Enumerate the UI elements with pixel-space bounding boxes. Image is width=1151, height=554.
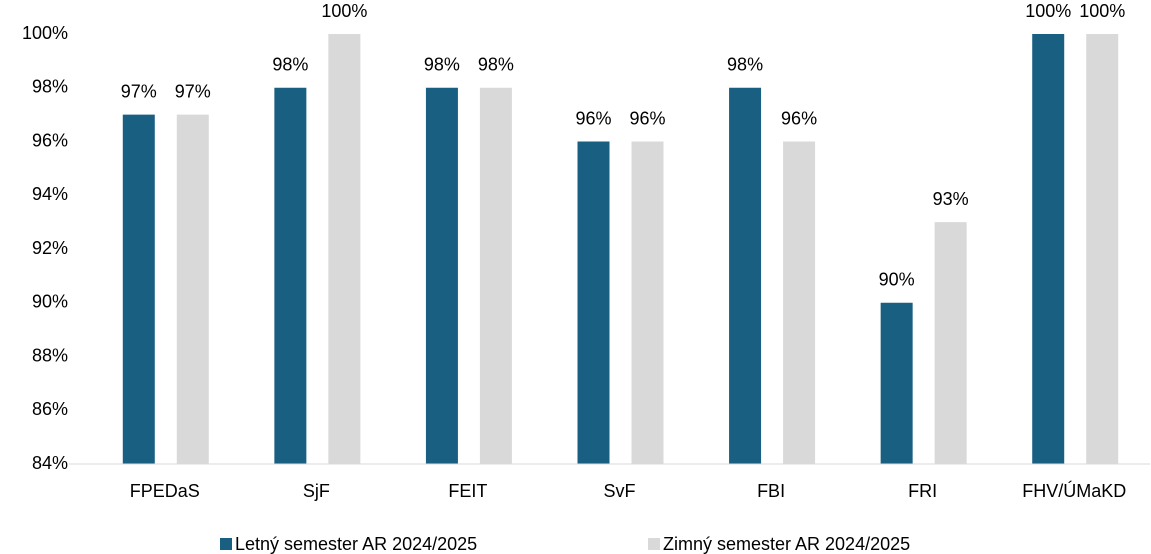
data-label: 96% xyxy=(629,108,665,128)
x-tick-label: FEIT xyxy=(448,481,487,501)
x-tick-label: SjF xyxy=(303,481,330,501)
bar xyxy=(328,34,361,464)
bar xyxy=(1086,34,1119,464)
y-tick-label: 94% xyxy=(32,184,68,204)
y-tick-label: 92% xyxy=(32,238,68,258)
y-tick-label: 86% xyxy=(32,399,68,419)
legend-label: Letný semester AR 2024/2025 xyxy=(235,534,477,554)
bar xyxy=(122,114,155,464)
data-label: 100% xyxy=(1025,1,1071,21)
x-tick-label: FRI xyxy=(908,481,937,501)
x-tick-label: FBI xyxy=(757,481,785,501)
y-tick-label: 90% xyxy=(32,292,68,312)
y-tick-label: 88% xyxy=(32,345,68,365)
bar xyxy=(631,141,664,464)
bar xyxy=(176,114,209,464)
data-label: 97% xyxy=(121,81,157,101)
bar xyxy=(729,87,762,464)
bar xyxy=(1032,34,1065,464)
y-tick-label: 98% xyxy=(32,77,68,97)
data-label: 98% xyxy=(424,55,460,75)
legend-swatch xyxy=(220,538,232,550)
data-label: 98% xyxy=(727,55,763,75)
data-label: 98% xyxy=(478,55,514,75)
legend-swatch xyxy=(648,538,660,550)
x-tick-label: FHV/ÚMaKD xyxy=(1022,480,1126,501)
y-tick-label: 96% xyxy=(32,130,68,150)
data-label: 98% xyxy=(272,55,308,75)
x-tick-label: FPEDaS xyxy=(130,481,200,501)
bar xyxy=(880,302,913,464)
bar xyxy=(934,222,967,464)
bar xyxy=(783,141,816,464)
data-label: 96% xyxy=(575,108,611,128)
data-label: 90% xyxy=(879,270,915,290)
data-label: 100% xyxy=(321,1,367,21)
bar xyxy=(479,87,512,464)
bar xyxy=(425,87,458,464)
data-label: 93% xyxy=(933,189,969,209)
data-label: 97% xyxy=(175,81,211,101)
bar xyxy=(577,141,610,464)
legend-label: Zimný semester AR 2024/2025 xyxy=(663,534,910,554)
data-label: 100% xyxy=(1079,1,1125,21)
bar xyxy=(274,87,307,464)
y-tick-label: 84% xyxy=(32,453,68,473)
data-label: 96% xyxy=(781,108,817,128)
x-tick-label: SvF xyxy=(603,481,635,501)
y-tick-label: 100% xyxy=(22,23,68,43)
